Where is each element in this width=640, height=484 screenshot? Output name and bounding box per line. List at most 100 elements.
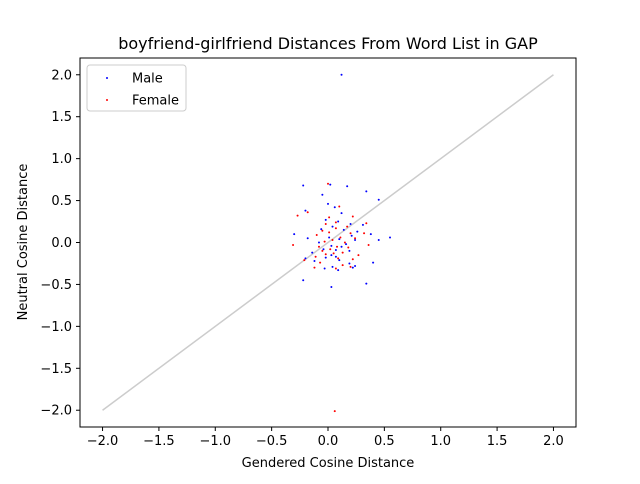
male-point (302, 279, 305, 282)
female-point (303, 259, 306, 262)
y-tick-label: 0.5 (51, 194, 72, 209)
male-point (321, 193, 324, 196)
male-point (365, 190, 368, 193)
male-point (304, 209, 307, 212)
female-point (351, 258, 354, 261)
male-point (302, 184, 305, 187)
male-point (327, 202, 329, 205)
male-point (340, 73, 343, 76)
male-point (356, 230, 359, 233)
female-point (319, 261, 322, 264)
female-point (336, 245, 339, 248)
male-point (330, 285, 333, 288)
female-point (328, 231, 331, 234)
female-point (323, 240, 326, 243)
male-point (322, 248, 325, 251)
male-point (340, 245, 343, 248)
female-point (306, 211, 309, 214)
male-point (350, 234, 353, 237)
female-point (328, 216, 331, 219)
male-point (340, 212, 343, 215)
female-point (329, 248, 332, 251)
female-point (313, 266, 316, 269)
female-point (327, 182, 329, 185)
y-tick-label: 0.0 (51, 236, 72, 251)
female-point (367, 244, 370, 247)
male-point (354, 264, 357, 267)
y-tick-label: −1.5 (40, 362, 72, 377)
female-point (332, 252, 335, 255)
male-point (334, 255, 337, 258)
legend-marker-female (106, 99, 108, 101)
male-point (337, 269, 340, 272)
female-point (334, 227, 337, 230)
female-point (321, 229, 324, 232)
female-point (315, 233, 318, 236)
male-point (324, 256, 327, 259)
male-point (333, 206, 336, 209)
female-point (331, 238, 334, 241)
male-point (311, 251, 314, 254)
female-point (349, 232, 352, 235)
x-tick-label: −0.5 (256, 434, 288, 449)
x-tick-label: 0.0 (318, 434, 339, 449)
legend: Male Female (86, 64, 187, 112)
reference-line (102, 74, 554, 411)
male-point (331, 265, 334, 268)
x-tick-label: 1.0 (430, 434, 451, 449)
male-point (372, 261, 375, 264)
female-point (341, 264, 344, 267)
female-point (334, 267, 337, 270)
male-point (338, 259, 341, 262)
male-point (329, 183, 332, 186)
male-point (349, 223, 352, 226)
male-point (342, 228, 345, 231)
female-point (314, 255, 317, 258)
male-point (304, 257, 307, 260)
female-point (347, 246, 350, 249)
male-point (351, 266, 354, 269)
legend-box (86, 64, 187, 112)
male-point (389, 236, 391, 239)
y-tick-label: 1.5 (51, 110, 72, 125)
female-point (339, 236, 342, 239)
female-point (338, 205, 341, 208)
female-point (324, 223, 327, 226)
female-point (337, 257, 340, 260)
male-point (328, 236, 331, 239)
male-point (331, 225, 334, 228)
x-tick-label: −1.5 (143, 434, 175, 449)
male-point (377, 198, 380, 201)
male-point (348, 249, 351, 252)
female-point (334, 221, 337, 224)
female-point (349, 265, 352, 268)
male-point (324, 218, 327, 221)
x-tick-label: −2.0 (87, 434, 119, 449)
female-point (317, 245, 320, 248)
male-point (361, 223, 364, 226)
male-point (317, 241, 320, 244)
male-point (334, 249, 337, 252)
female-point (296, 214, 299, 217)
female-point (354, 237, 357, 240)
male-point (377, 238, 380, 241)
x-tick-label: 2.0 (543, 434, 564, 449)
female-point (343, 241, 346, 244)
male-point (293, 233, 296, 236)
female-point (324, 253, 327, 256)
female-point (341, 251, 344, 254)
male-point (320, 228, 323, 231)
legend-label-male: Male (132, 72, 163, 87)
female-point (351, 215, 354, 218)
male-point (346, 185, 349, 188)
male-point (354, 238, 357, 241)
x-axis-label: Gendered Cosine Distance (242, 456, 415, 471)
legend-label-female: Female (132, 94, 179, 109)
female-point (333, 410, 336, 413)
male-point (365, 282, 368, 285)
male-point (330, 254, 333, 257)
x-tick-label: 0.5 (374, 434, 395, 449)
y-axis-label: Neutral Cosine Distance (16, 164, 31, 321)
